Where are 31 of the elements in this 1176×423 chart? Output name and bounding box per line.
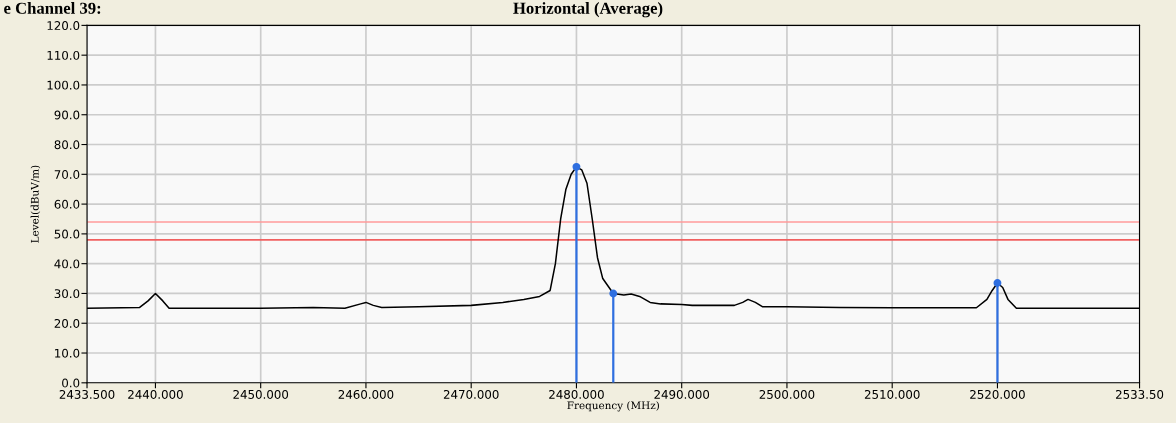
point — [993, 279, 1002, 287]
y-tick-label: 110.0 — [47, 50, 80, 60]
y-tick-label: 120.0 — [47, 21, 80, 31]
x-tick-label: 2490.000 — [654, 389, 710, 399]
text: e Channel 39: — [4, 2, 101, 14]
point — [609, 289, 618, 298]
x-tick-label: 2460.000 — [338, 389, 394, 399]
y-tick-label: 50.0 — [54, 229, 80, 239]
x-axis-title: Frequency (MHz) — [567, 401, 659, 412]
y-axis-title: Level(dBuV/m) — [30, 165, 41, 243]
x-tick-label: 2533.50 — [1116, 389, 1164, 399]
x-tick-label: 2520.000 — [970, 389, 1025, 399]
y-tick-label: 60.0 — [54, 199, 80, 209]
y-tick-label: 10.0 — [55, 348, 80, 358]
y-tick-label: 80.0 — [54, 140, 80, 150]
y-tick-label: 70.0 — [54, 170, 80, 179]
y-tick-label: 0.0 — [62, 378, 80, 388]
x-tick-label: 2450.000 — [233, 389, 289, 399]
y-tick-label: 20.0 — [54, 318, 80, 328]
x-tick-label: 2440.000 — [128, 389, 183, 399]
x-tick-label: 2470.000 — [443, 389, 499, 399]
x-tick-label: 2433.500 — [59, 389, 115, 399]
y-tick-label: 40.0 — [54, 259, 80, 269]
x-tick-label: 2510.000 — [864, 389, 920, 399]
x-tick-label: 2480.000 — [549, 389, 604, 399]
y-tick-label: 100.0 — [47, 80, 80, 90]
y-tick-label: 90.0 — [54, 110, 80, 120]
y-tick-label: 30.0 — [54, 289, 80, 299]
chart-title: Horizontal (Average) — [513, 2, 663, 18]
x-tick-label: 2500.000 — [759, 389, 815, 399]
point — [572, 162, 581, 171]
